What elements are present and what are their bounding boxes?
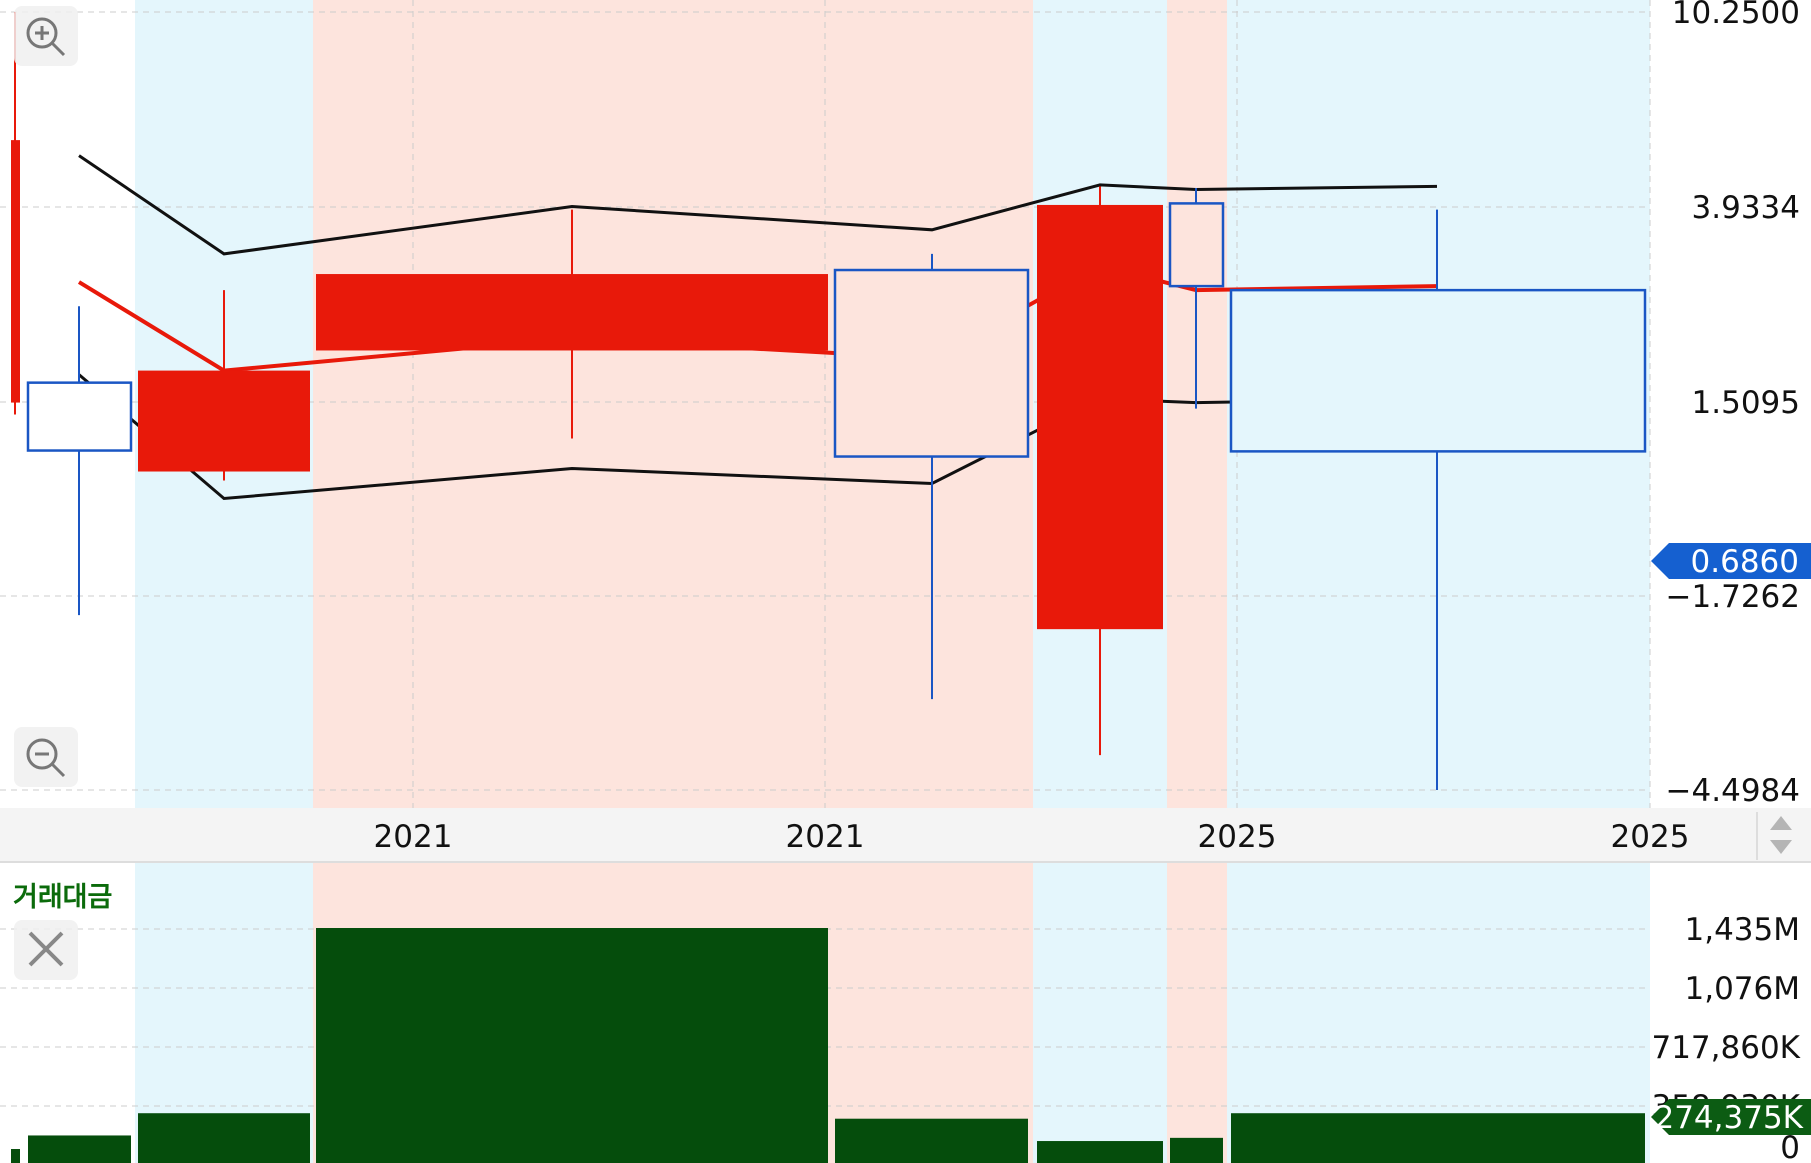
volume-period-bg <box>830 863 1033 1163</box>
volume-bar <box>28 1135 131 1163</box>
x-tick-label: 2021 <box>786 819 865 855</box>
volume-tick-label: 1,435M <box>1685 912 1801 948</box>
zoom-in-button[interactable] <box>14 6 78 66</box>
candle-body-down <box>11 140 20 403</box>
zoom-out-button[interactable] <box>14 727 78 787</box>
price-tick-label: −4.4984 <box>1666 773 1800 809</box>
price-tick-label: −1.7262 <box>1666 579 1800 615</box>
volume-bars <box>11 928 1645 1163</box>
volume-period-bg <box>1227 863 1650 1163</box>
candle-body-down <box>1037 204 1163 630</box>
volume-bar <box>1231 1113 1645 1163</box>
x-tick-label: 2025 <box>1198 819 1277 855</box>
price-tick-label: 3.9334 <box>1692 190 1800 226</box>
x-tick-label: 2021 <box>374 819 453 855</box>
candle-body-down <box>138 370 310 472</box>
volume-tick-label: 0 <box>1780 1130 1800 1163</box>
volume-panel-title: 거래대금 <box>13 882 112 913</box>
x-tick-label: 2025 <box>1611 819 1690 855</box>
axis-scroll-control[interactable] <box>1756 812 1792 860</box>
candle-body-up <box>833 268 1030 458</box>
volume-bar <box>1170 1137 1223 1163</box>
candle-body-up <box>26 381 133 452</box>
candles <box>11 12 1647 790</box>
volume-bar <box>138 1113 310 1163</box>
current-price-label: 0.6860 <box>1691 544 1799 580</box>
volume-bar <box>316 928 828 1163</box>
current-volume-tag: 274,375K <box>1651 1099 1811 1136</box>
current-volume-label: 274,375K <box>1654 1100 1803 1136</box>
scroll-down-icon[interactable] <box>1770 840 1792 854</box>
volume-tick-label: 717,860K <box>1651 1030 1800 1066</box>
zoom-out-icon <box>26 738 66 778</box>
scroll-up-icon[interactable] <box>1770 816 1792 830</box>
close-icon <box>28 931 64 967</box>
price-tick-label: 1.5095 <box>1692 385 1800 421</box>
candle-body-up <box>1168 202 1225 288</box>
volume-bar <box>835 1118 1028 1163</box>
close-indicator-button[interactable] <box>14 920 78 980</box>
candle-body-up <box>1229 288 1647 453</box>
x-axis-ticks: 2021 2021 2025 2025 <box>374 819 1690 855</box>
volume-period-bg <box>135 863 313 1163</box>
price-tick-label: 10.2500 <box>1672 0 1800 31</box>
candle-body-down <box>316 274 828 351</box>
volume-tick-label: 1,076M <box>1685 971 1801 1007</box>
zoom-in-icon <box>26 17 66 57</box>
volume-bar <box>11 1149 20 1163</box>
price-axis-ticks: 10.2500 3.9334 1.5095 −1.7262 −4.4984 <box>1666 0 1800 809</box>
volume-period-bg <box>1033 863 1167 1163</box>
volume-period-bg <box>1167 863 1227 1163</box>
current-price-tag: 0.6860 <box>1651 543 1811 580</box>
volume-bar <box>1037 1141 1163 1163</box>
x-axis-strip <box>0 808 1811 863</box>
